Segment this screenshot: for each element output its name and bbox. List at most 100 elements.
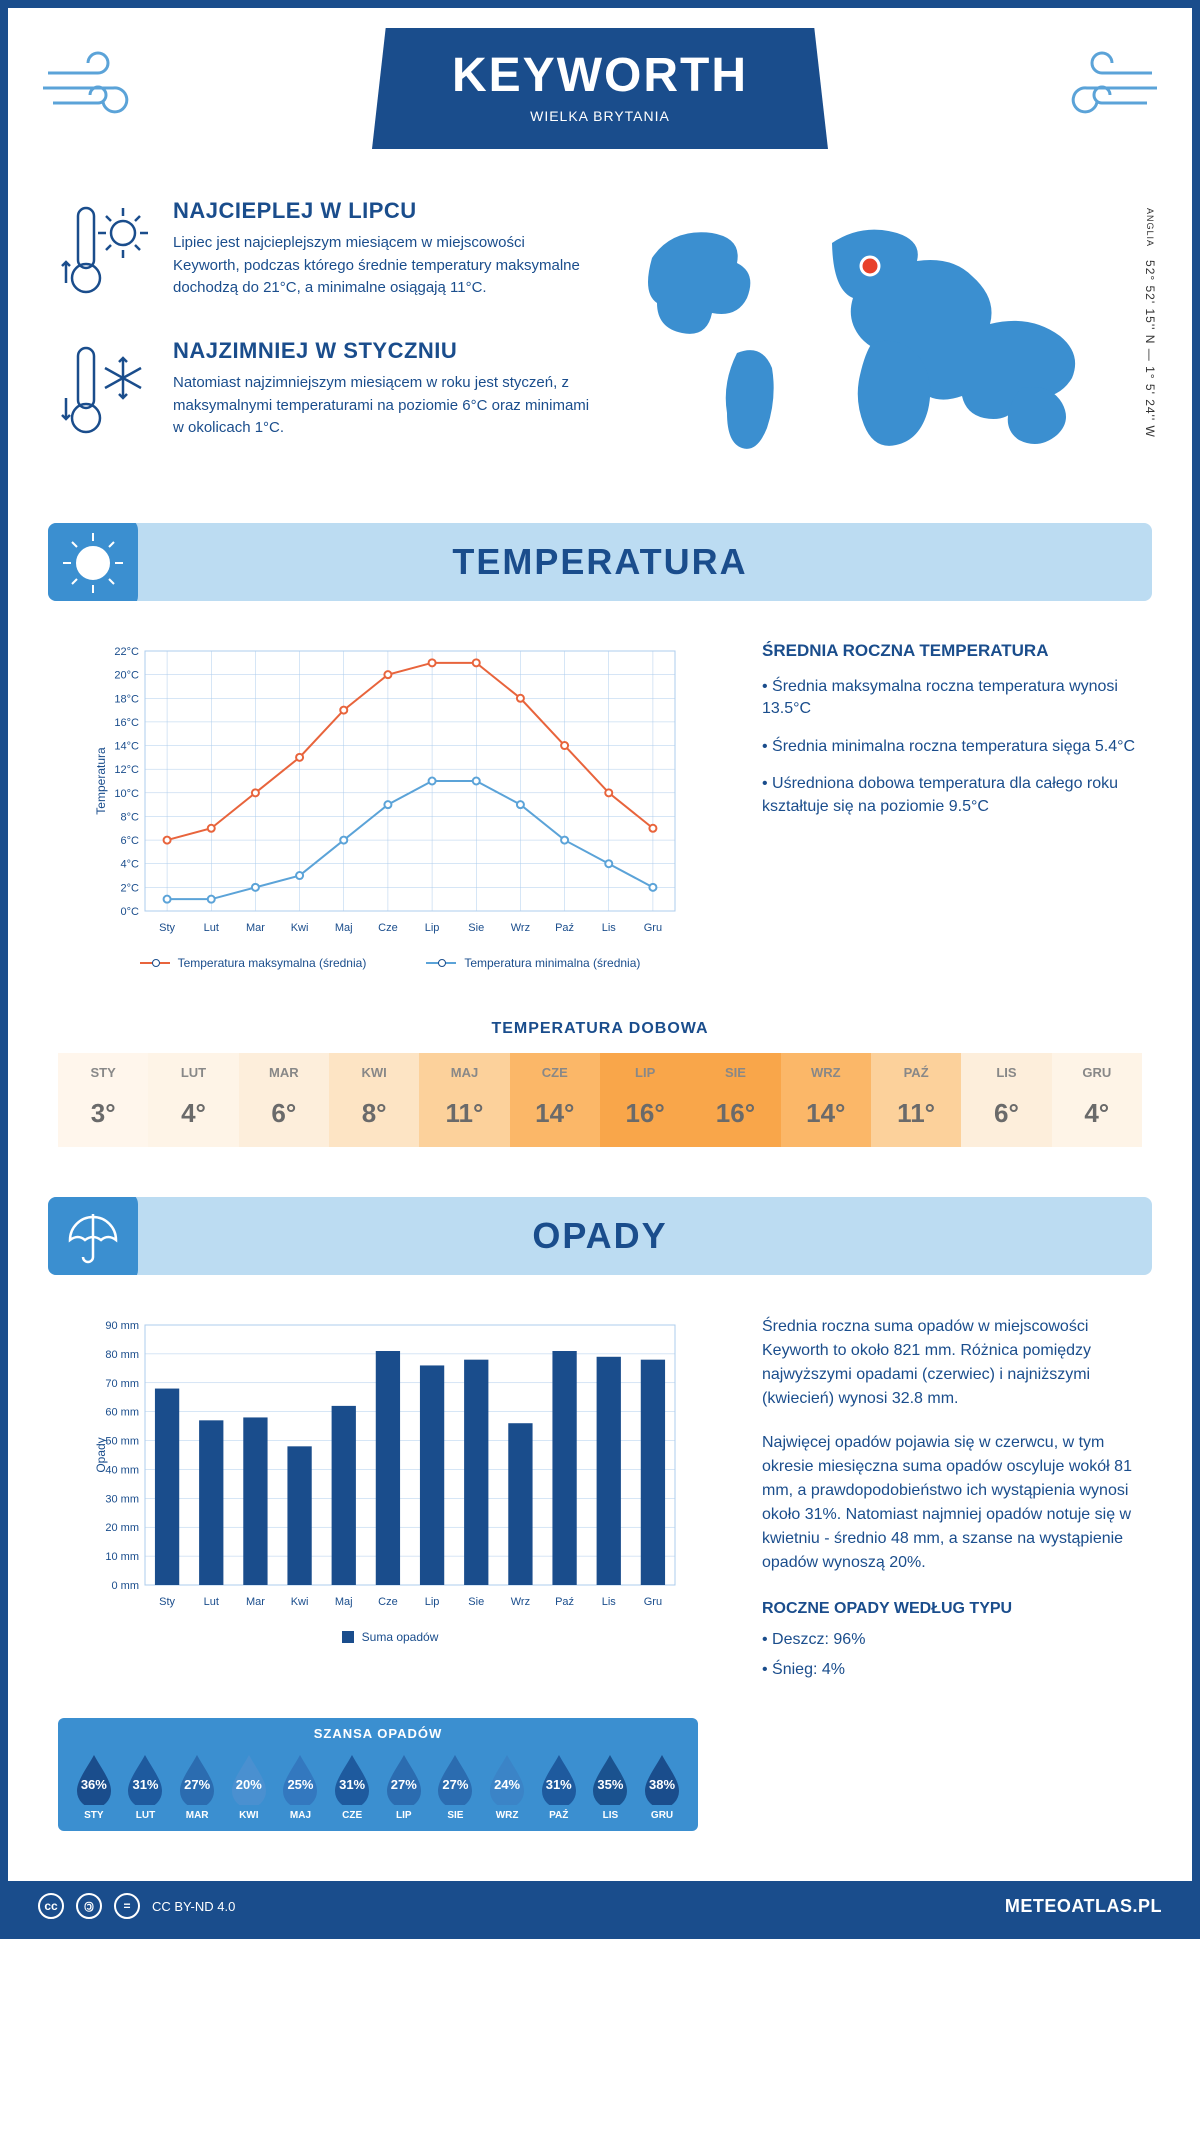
svg-text:Paź: Paź xyxy=(555,1596,574,1608)
svg-text:6°C: 6°C xyxy=(121,835,140,847)
chance-item: 38% GRU xyxy=(641,1753,683,1821)
map-block: ANGLIA 52° 52' 15'' N — 1° 5' 24'' W xyxy=(622,198,1142,483)
umbrella-icon xyxy=(48,1197,138,1275)
svg-text:Mar: Mar xyxy=(246,922,265,934)
chance-item: 36% STY xyxy=(73,1753,115,1821)
license-text: CC BY-ND 4.0 xyxy=(152,1899,235,1914)
daily-cell: STY3° xyxy=(58,1053,148,1147)
svg-text:Lis: Lis xyxy=(602,922,617,934)
svg-text:Wrz: Wrz xyxy=(511,922,530,934)
svg-text:16°C: 16°C xyxy=(114,717,139,729)
svg-text:80 mm: 80 mm xyxy=(105,1349,139,1361)
svg-text:Paź: Paź xyxy=(555,922,574,934)
daily-cell: PAŹ11° xyxy=(871,1053,961,1147)
chance-item: 24% WRZ xyxy=(486,1753,528,1821)
hot-title: NAJCIEPLEJ W LIPCU xyxy=(173,198,592,224)
svg-text:20 mm: 20 mm xyxy=(105,1522,139,1534)
cc-icon: cc xyxy=(38,1893,64,1919)
location-marker-icon xyxy=(861,257,879,275)
svg-text:70 mm: 70 mm xyxy=(105,1378,139,1390)
wind-icon xyxy=(38,43,178,123)
svg-text:Gru: Gru xyxy=(644,922,662,934)
svg-text:10°C: 10°C xyxy=(114,788,139,800)
thermometer-sun-icon xyxy=(58,198,158,308)
precip-bar-chart: 0 mm10 mm20 mm30 mm40 mm50 mm60 mm70 mm8… xyxy=(58,1315,722,1615)
chance-item: 31% CZE xyxy=(331,1753,373,1821)
temp-legend: Temperatura maksymalna (średnia) Tempera… xyxy=(58,956,722,970)
svg-text:Sty: Sty xyxy=(159,922,175,934)
bullet: • Średnia maksymalna roczna temperatura … xyxy=(762,676,1142,721)
daily-cell: GRU4° xyxy=(1052,1053,1142,1147)
svg-text:90 mm: 90 mm xyxy=(105,1320,139,1332)
footer: cc 🄯 = CC BY-ND 4.0 METEOATLAS.PL xyxy=(8,1881,1192,1931)
chance-item: 27% MAR xyxy=(176,1753,218,1821)
svg-text:Sie: Sie xyxy=(468,1596,484,1608)
temperature-side-info: ŚREDNIA ROCZNA TEMPERATURA • Średnia mak… xyxy=(762,641,1142,970)
svg-text:Lip: Lip xyxy=(425,922,440,934)
daily-cell: LIP16° xyxy=(600,1053,690,1147)
svg-text:Cze: Cze xyxy=(378,1596,398,1608)
svg-text:18°C: 18°C xyxy=(114,693,139,705)
svg-text:Lis: Lis xyxy=(602,1596,617,1608)
site-name: METEOATLAS.PL xyxy=(1005,1896,1162,1917)
svg-text:Cze: Cze xyxy=(378,922,398,934)
svg-text:Sty: Sty xyxy=(159,1596,175,1608)
svg-text:22°C: 22°C xyxy=(114,646,139,658)
precip-side-info: Średnia roczna suma opadów w miejscowośc… xyxy=(762,1315,1142,1688)
precip-chance-block: SZANSA OPADÓW 36% STY 31% LUT 27% MAR 20… xyxy=(58,1718,698,1831)
cold-text: Natomiast najzimniejszym miesiącem w rok… xyxy=(173,372,592,440)
daily-temperature: TEMPERATURA DOBOWA STY3°LUT4°MAR6°KWI8°M… xyxy=(8,1000,1192,1197)
svg-text:Lip: Lip xyxy=(425,1596,440,1608)
daily-cell: MAJ11° xyxy=(419,1053,509,1147)
svg-text:20°C: 20°C xyxy=(114,670,139,682)
svg-text:Maj: Maj xyxy=(335,1596,353,1608)
daily-cell: MAR6° xyxy=(239,1053,329,1147)
chance-item: 31% PAŹ xyxy=(538,1753,580,1821)
daily-cell: CZE14° xyxy=(510,1053,600,1147)
bullet: • Średnia minimalna roczna temperatura s… xyxy=(762,736,1142,758)
svg-text:Gru: Gru xyxy=(644,1596,662,1608)
world-map xyxy=(622,198,1142,478)
hot-text: Lipiec jest najcieplejszym miesiącem w m… xyxy=(173,232,592,300)
chance-item: 31% LUT xyxy=(124,1753,166,1821)
thermometer-snow-icon xyxy=(58,338,158,448)
svg-text:0°C: 0°C xyxy=(121,906,140,918)
precip-body: 0 mm10 mm20 mm30 mm40 mm50 mm60 mm70 mm8… xyxy=(8,1275,1192,1708)
cold-title: NAJZIMNIEJ W STYCZNIU xyxy=(173,338,592,364)
svg-text:Kwi: Kwi xyxy=(291,922,309,934)
daily-cell: WRZ14° xyxy=(781,1053,871,1147)
svg-text:Sie: Sie xyxy=(468,922,484,934)
svg-text:Maj: Maj xyxy=(335,922,353,934)
svg-text:Mar: Mar xyxy=(246,1596,265,1608)
header: KEYWORTH WIELKA BRYTANIA xyxy=(8,8,1192,178)
daily-cell: KWI8° xyxy=(329,1053,419,1147)
daily-cell: SIE16° xyxy=(690,1053,780,1147)
chance-item: 20% KWI xyxy=(228,1753,270,1821)
precip-title: OPADY xyxy=(68,1215,1132,1257)
svg-text:30 mm: 30 mm xyxy=(105,1493,139,1505)
chance-item: 25% MAJ xyxy=(279,1753,321,1821)
nd-icon: = xyxy=(114,1893,140,1919)
svg-text:60 mm: 60 mm xyxy=(105,1407,139,1419)
svg-text:Kwi: Kwi xyxy=(291,1596,309,1608)
bullet: • Śnieg: 4% xyxy=(762,1658,1142,1682)
svg-text:Lut: Lut xyxy=(204,1596,219,1608)
precip-section-bar: OPADY xyxy=(48,1197,1152,1275)
daily-cell: LIS6° xyxy=(961,1053,1051,1147)
svg-text:10 mm: 10 mm xyxy=(105,1551,139,1563)
svg-text:0 mm: 0 mm xyxy=(112,1580,140,1592)
precip-legend: Suma opadów xyxy=(58,1630,722,1644)
intro-section: NAJCIEPLEJ W LIPCU Lipiec jest najcieple… xyxy=(8,178,1192,523)
svg-text:14°C: 14°C xyxy=(114,741,139,753)
svg-text:40 mm: 40 mm xyxy=(105,1464,139,1476)
chance-item: 27% LIP xyxy=(383,1753,425,1821)
temperature-section-bar: TEMPERATURA xyxy=(48,523,1152,601)
svg-text:4°C: 4°C xyxy=(121,859,140,871)
daily-cell: LUT4° xyxy=(148,1053,238,1147)
cold-block: NAJZIMNIEJ W STYCZNIU Natomiast najzimni… xyxy=(58,338,592,448)
hot-block: NAJCIEPLEJ W LIPCU Lipiec jest najcieple… xyxy=(58,198,592,308)
temperature-body: 0°C2°C4°C6°C8°C10°C12°C14°C16°C18°C20°C2… xyxy=(8,601,1192,1000)
svg-text:2°C: 2°C xyxy=(121,882,140,894)
chance-item: 35% LIS xyxy=(589,1753,631,1821)
svg-text:Opady: Opady xyxy=(94,1437,108,1472)
